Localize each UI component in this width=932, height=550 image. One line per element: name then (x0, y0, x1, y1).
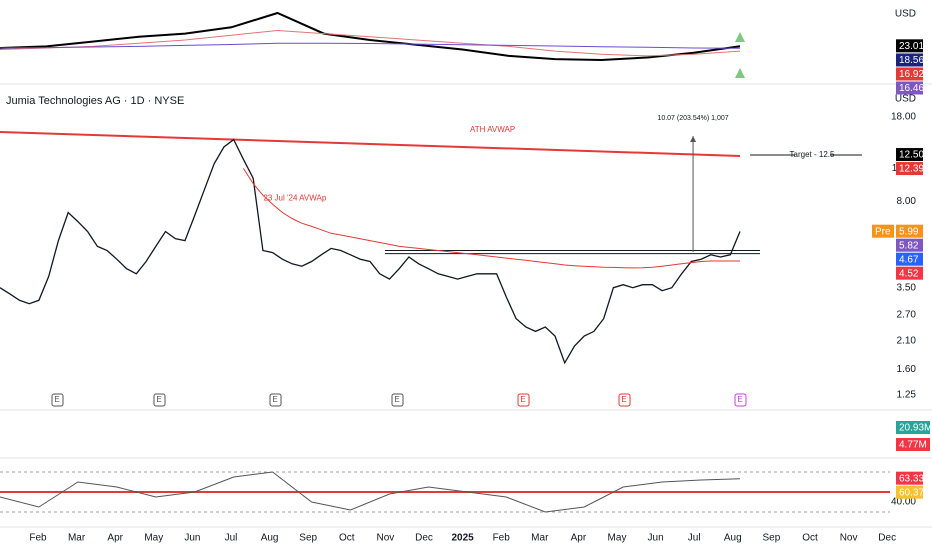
tag-box (872, 224, 894, 238)
earnings-label: E (621, 395, 626, 404)
compare-line (0, 11, 741, 62)
signal-arrow (735, 68, 745, 78)
price-label-box (896, 53, 923, 67)
ath-avwap (0, 130, 741, 157)
x-tick-label: Feb (493, 533, 511, 544)
x-tick-label: Mar (531, 533, 549, 544)
measure-arrow (690, 136, 697, 143)
volume-label: 4.77M (899, 440, 927, 451)
rsi-tick: 40.00 (891, 497, 916, 508)
x-tick-label: Apr (107, 533, 123, 544)
x-tick-label: Sep (299, 533, 317, 544)
price-line (0, 138, 741, 365)
currency: USD (895, 9, 916, 20)
earnings-label: E (520, 395, 525, 404)
price-label: 23.01 (899, 41, 924, 52)
earnings-label: E (54, 395, 59, 404)
price-label: 63.33 (899, 473, 924, 484)
chart-title: Jumia Technologies AG · 1D · NYSE (6, 95, 184, 107)
x-tick-label: Dec (878, 533, 896, 544)
price-label: 5.99 (899, 226, 919, 237)
price-label: 12.39 (899, 164, 924, 175)
x-tick-label: Jun (184, 533, 200, 544)
x-tick-label: Jul (688, 533, 701, 544)
x-tick-label: Dec (415, 533, 433, 544)
x-tick-label: Oct (802, 533, 818, 544)
x-tick-label: Feb (29, 533, 47, 544)
y-tick-label: 18.00 (891, 112, 916, 123)
price-label: 4.52 (899, 268, 919, 279)
tag: Pre (875, 226, 891, 237)
price-label: 16.46 (899, 83, 924, 94)
price-label-box (896, 81, 923, 95)
x-tick-label: Nov (377, 533, 395, 544)
volume-label: 20.93M (899, 423, 932, 434)
price-label: 5.82 (899, 240, 919, 251)
x-tick-label: Jun (648, 533, 664, 544)
x-tick-label: 2025 (451, 533, 474, 544)
price-label-box (896, 162, 923, 176)
x-tick-label: Aug (724, 533, 742, 544)
price-line (242, 168, 740, 269)
x-tick-label: Apr (571, 533, 587, 544)
measure-label: 10.07 (203.54%) 1,007 (657, 115, 728, 122)
earnings-marker (269, 393, 282, 407)
avwap-label: 23 Jul '24 AVWAp (263, 193, 326, 202)
earnings-label: E (156, 395, 161, 404)
x-tick-label: Sep (763, 533, 781, 544)
y-tick-label: 1.60 (897, 364, 917, 375)
earnings-label: E (737, 395, 742, 404)
x-tick-label: Aug (261, 533, 279, 544)
earnings-marker (391, 393, 404, 407)
y-tick-label: 2.70 (897, 309, 917, 320)
price-label: 60.37 (899, 487, 924, 498)
price-label-box (896, 485, 923, 499)
price-label-box (896, 148, 923, 162)
currency: USD (895, 94, 916, 105)
x-tick-label: May (608, 533, 627, 544)
y-tick-label: 2.10 (897, 336, 917, 347)
price-label-box (896, 471, 923, 485)
earnings-label: E (394, 395, 399, 404)
compare-line (0, 42, 741, 49)
x-tick-label: Oct (339, 533, 355, 544)
x-tick-label: Jul (225, 533, 238, 544)
price-label: 4.67 (899, 254, 919, 265)
volume-label-box (896, 421, 930, 434)
x-tick-label: Nov (840, 533, 858, 544)
price-label-box (896, 224, 923, 238)
earnings-marker (734, 393, 747, 407)
compare-line (0, 29, 741, 57)
price-label-box (896, 238, 923, 252)
earnings-label: E (272, 395, 277, 404)
rsi-line (0, 471, 741, 513)
y-tick-label: 8.00 (897, 196, 917, 207)
price-label-box (896, 266, 923, 280)
price-label-box (896, 67, 923, 81)
price-label-box (896, 252, 923, 266)
y-tick-label: 1.25 (897, 390, 917, 401)
x-tick-label: Mar (68, 533, 86, 544)
price-label-box (896, 39, 923, 53)
x-tick-label: May (144, 533, 163, 544)
earnings-marker (517, 393, 530, 407)
earnings-marker (153, 393, 166, 407)
signal-arrow (735, 32, 745, 42)
earnings-marker (618, 393, 631, 407)
target-label: Target - 12.5 (790, 150, 835, 159)
ath-avwap-label: ATH AVWAP (470, 125, 515, 134)
price-label: 18.56 (899, 55, 924, 66)
volume-label-box (896, 438, 930, 451)
y-tick-label: 3.50 (897, 282, 917, 293)
price-label: 12.50 (899, 150, 924, 161)
earnings-marker (51, 393, 64, 407)
price-label: 16.92 (899, 69, 924, 80)
